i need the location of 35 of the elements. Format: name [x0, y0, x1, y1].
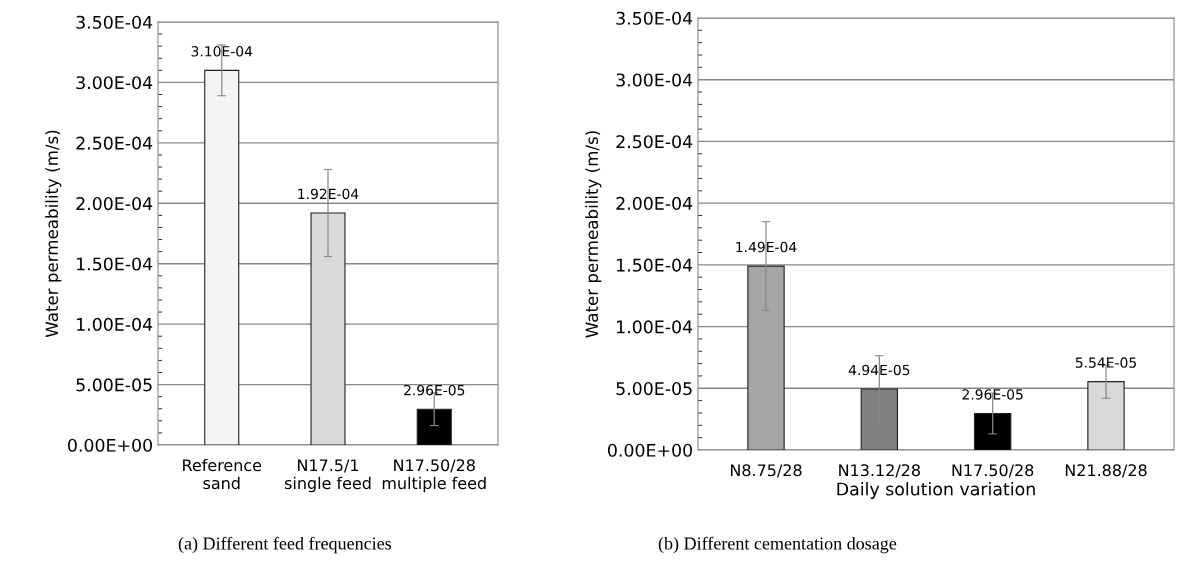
y-tick-label: 5.00E-05 [76, 378, 152, 392]
y-tick-label: 1.50E-04 [617, 258, 693, 272]
data-label: 2.96E-05 [404, 384, 465, 396]
y-tick-label: 2.50E-04 [76, 136, 153, 150]
x-tick-label: N13.12/28 [839, 464, 920, 478]
x-axis-title: Daily solution variation [837, 482, 1035, 499]
x-tick-label: N8.75/28 [730, 464, 802, 478]
y-tick-label: 1.50E-04 [77, 257, 153, 271]
x-tick-label: N21.88/28 [1065, 464, 1147, 478]
data-label: 3.10E-04 [191, 46, 253, 57]
data-label: 4.94E-05 [848, 364, 910, 376]
text: (b) Different cementation dosage [658, 536, 897, 554]
y-tick-label: 1.00E-04 [617, 320, 693, 334]
text: (a) Different feed frequencies [178, 536, 392, 554]
data-label: 1.92E-04 [298, 188, 359, 200]
x-tick-label: Reference sand [183, 458, 262, 490]
y-tick-label: 3.50E-04 [616, 11, 693, 25]
data-label: 1.49E-04 [736, 241, 797, 253]
y-axis-title: Water permeability (m/s) [585, 131, 602, 338]
y-tick-label: 0.00E+00 [608, 443, 692, 457]
y-tick-label: 3.00E-04 [76, 76, 153, 90]
x-tick-label: N17.50/28 [952, 464, 1034, 478]
y-tick-label: 3.50E-04 [76, 15, 153, 29]
y-tick-label: 2.50E-04 [616, 135, 693, 149]
x-tick-label: N17.5/1 single feed [284, 459, 371, 493]
y-tick-label: 5.00E-05 [616, 382, 692, 396]
y-tick-label: 1.00E-04 [77, 317, 153, 331]
y-tick-label: 0.00E+00 [68, 438, 152, 452]
y-axis-title: Water permeability (m/s) [45, 130, 62, 338]
y-tick-label: 3.00E-04 [616, 73, 693, 87]
y-tick-label: 2.00E-04 [76, 197, 153, 211]
data-label: 5.54E-05 [1075, 357, 1136, 368]
data-label: 2.96E-05 [962, 389, 1023, 400]
x-tick-label: N17.50/28 multiple feed [382, 459, 486, 493]
y-tick-label: 2.00E-04 [616, 196, 693, 210]
